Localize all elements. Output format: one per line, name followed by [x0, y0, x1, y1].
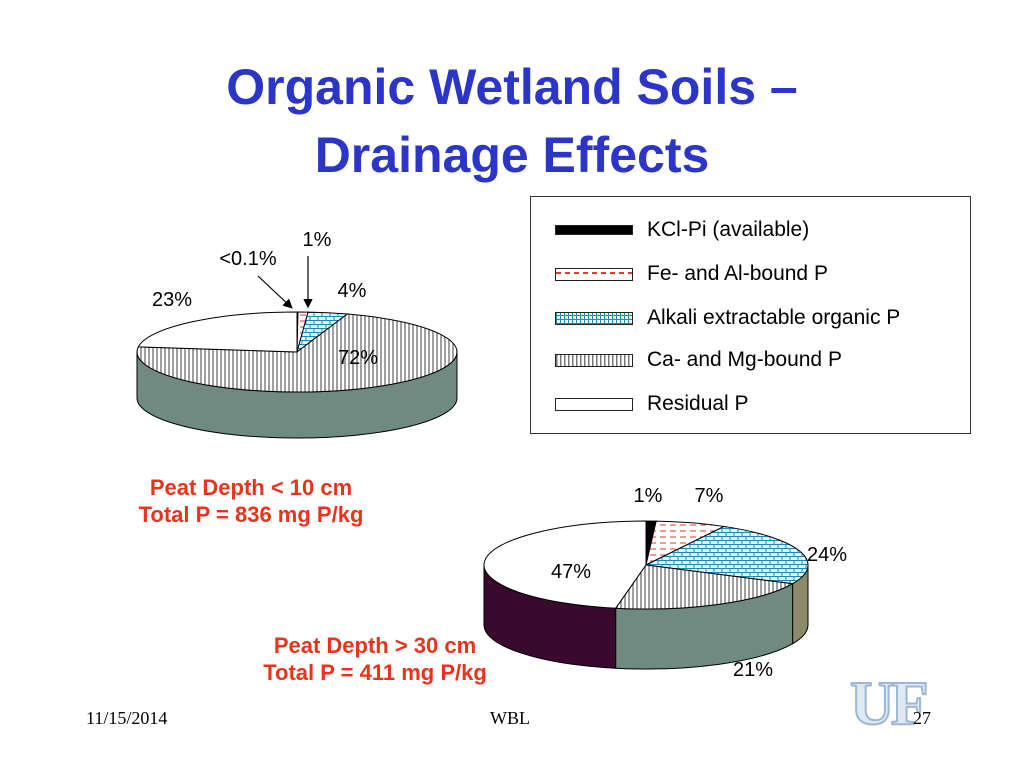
caption-deep-total: Total P = 411 mg P/kg — [263, 660, 487, 685]
slide-title-line1: Organic Wetland Soils – — [226, 59, 798, 115]
label-deep-alkali: 24% — [807, 544, 847, 566]
label-deep-fe-al: 7% — [695, 485, 724, 507]
uf-logo: UF — [849, 670, 930, 738]
legend-swatch-kcl — [555, 225, 633, 235]
label-deep-ca-mg: 21% — [733, 659, 773, 681]
legend-label: Ca- and Mg-bound P — [647, 348, 842, 371]
pie-chart-deep — [483, 520, 809, 670]
caption-shallow: Peat Depth < 10 cm Total P = 836 mg P/kg — [110, 474, 392, 528]
legend-label: KCl-Pi (available) — [647, 218, 810, 241]
legend-item-alkali: Alkali extractable organic P — [555, 305, 900, 331]
legend-swatch-residual — [555, 397, 633, 411]
legend-swatch-alkali — [555, 311, 633, 325]
pie-slice-2-3 — [614, 564, 795, 610]
legend-swatch-ca-mg — [555, 353, 633, 367]
leader-arrow-kcl — [257, 275, 293, 309]
legend-item-ca-mg: Ca- and Mg-bound P — [555, 347, 842, 373]
label-deep-residual: 47% — [551, 561, 591, 583]
pie-data-labels: <0.1% 1% 4% 72% 23% 1% 7% 24% 21% 47% — [152, 229, 847, 681]
label-shallow-alkali: 4% — [338, 280, 367, 302]
legend-item-kcl: KCl-Pi (available) — [555, 217, 809, 243]
pie-slice-1-3 — [136, 313, 458, 393]
label-shallow-ca-mg: 72% — [338, 347, 378, 369]
caption-shallow-depth: Peat Depth < 10 cm — [149, 475, 353, 500]
legend-item-fe-al: Fe- and Al-bound P — [555, 261, 828, 287]
pie-slice-2-4 — [483, 520, 647, 609]
page-number: 27 — [913, 708, 931, 728]
pie-slice-2-2 — [644, 525, 809, 585]
caption-shallow-total: Total P = 836 mg P/kg — [138, 502, 364, 527]
label-shallow-fe-al: 1% — [303, 229, 332, 251]
legend-label: Fe- and Al-bound P — [647, 262, 828, 285]
slide-title-line2: Drainage Effects — [314, 127, 710, 183]
caption-deep: Peat Depth > 30 cm Total P = 411 mg P/kg — [230, 632, 520, 686]
label-deep-kcl: 1% — [634, 485, 663, 507]
footer-date: 11/15/2014 — [86, 708, 168, 728]
chart-legend: KCl-Pi (available) Fe- and Al-bound P Al… — [530, 196, 971, 434]
legend-label: Alkali extractable organic P — [647, 306, 901, 329]
legend-label: Residual P — [647, 392, 749, 415]
pie-slice-1-4 — [137, 311, 298, 353]
label-shallow-residual: 23% — [152, 289, 192, 311]
footer-center: WBL — [490, 708, 530, 728]
legend-item-residual: Residual P — [555, 391, 749, 417]
pie-chart-shallow — [136, 311, 458, 439]
legend-swatch-fe-al — [555, 267, 633, 281]
label-shallow-kcl: <0.1% — [219, 248, 276, 270]
caption-deep-depth: Peat Depth > 30 cm — [273, 633, 477, 658]
